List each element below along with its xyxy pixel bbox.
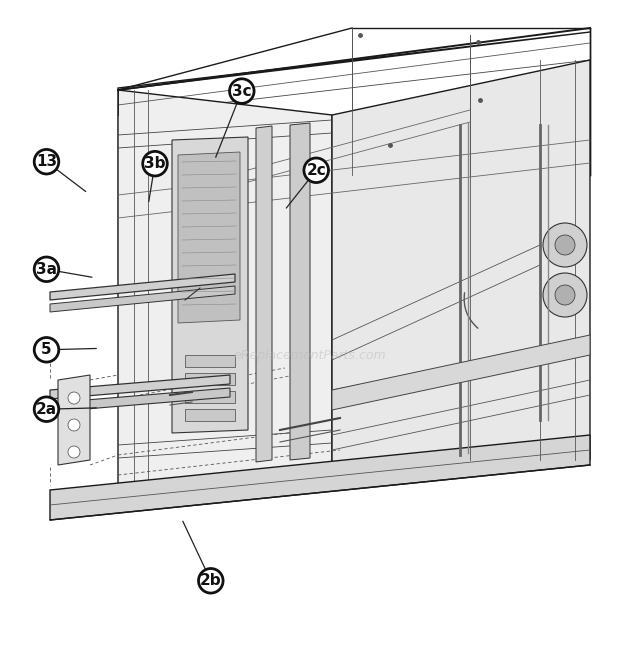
Polygon shape — [172, 137, 248, 433]
Circle shape — [68, 419, 80, 431]
Polygon shape — [256, 126, 272, 462]
Circle shape — [555, 285, 575, 305]
Circle shape — [68, 446, 80, 458]
Text: eReplacementParts.com: eReplacementParts.com — [234, 348, 386, 362]
FancyBboxPatch shape — [185, 391, 235, 403]
Circle shape — [198, 568, 223, 593]
Polygon shape — [118, 90, 332, 505]
FancyBboxPatch shape — [185, 373, 235, 385]
Polygon shape — [50, 375, 230, 399]
Circle shape — [143, 151, 167, 176]
Polygon shape — [290, 123, 310, 460]
Circle shape — [34, 149, 59, 174]
FancyBboxPatch shape — [185, 409, 235, 421]
Circle shape — [543, 223, 587, 267]
Text: 3a: 3a — [36, 262, 57, 277]
Text: 2b: 2b — [200, 574, 221, 588]
Polygon shape — [50, 286, 235, 312]
Circle shape — [68, 392, 80, 404]
Circle shape — [34, 337, 59, 362]
Text: 3c: 3c — [232, 84, 252, 98]
Polygon shape — [332, 335, 590, 410]
Circle shape — [34, 397, 59, 422]
Polygon shape — [332, 60, 590, 465]
Circle shape — [229, 79, 254, 104]
Circle shape — [555, 235, 575, 255]
Text: 13: 13 — [36, 154, 57, 169]
Circle shape — [34, 257, 59, 282]
Polygon shape — [50, 274, 235, 300]
Circle shape — [304, 158, 329, 183]
Text: 2c: 2c — [306, 163, 326, 178]
Polygon shape — [178, 152, 240, 323]
Polygon shape — [118, 32, 590, 90]
Text: 5: 5 — [41, 343, 52, 357]
Text: 3b: 3b — [144, 156, 166, 171]
FancyBboxPatch shape — [185, 355, 235, 367]
Circle shape — [543, 273, 587, 317]
Polygon shape — [50, 435, 590, 520]
Polygon shape — [50, 388, 230, 412]
Text: 2a: 2a — [36, 402, 57, 416]
Polygon shape — [58, 375, 90, 465]
